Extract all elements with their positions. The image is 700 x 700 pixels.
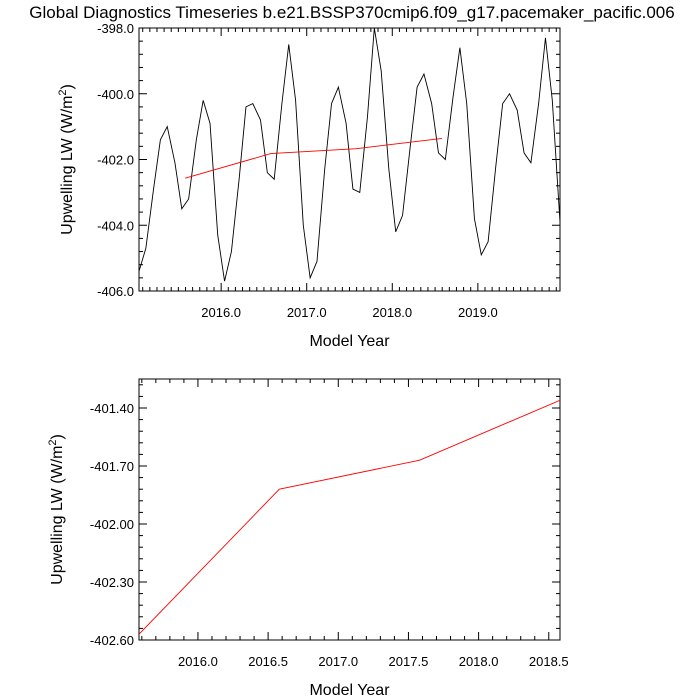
x-tick-label: 2016.5 (248, 654, 288, 669)
y-tick-label: -398.0 (97, 21, 134, 36)
x-axis-label: Model Year (309, 682, 390, 699)
figure-title: Global Diagnostics Timeseries b.e21.BSSP… (29, 3, 674, 22)
x-tick-label: 2016.0 (178, 654, 218, 669)
top-panel: -406.0 -404.0 -402.0 -400.0 -398.0 2016.0 2017… (57, 21, 561, 350)
y-axis-label: Upwelling LW (W/m2) (57, 84, 76, 235)
x-tick-label: 2017.0 (287, 305, 327, 320)
x-tick-label: 2018.5 (529, 654, 569, 669)
x-tick-label: 2017.5 (389, 654, 429, 669)
y-tick-label: -401.70 (90, 459, 134, 474)
x-tick-label: 2018.0 (459, 654, 499, 669)
x-tick-label: 2019.0 (458, 305, 498, 320)
y-tick-label: -401.40 (90, 401, 134, 416)
y-axis-label: Upwelling LW (W/m2) (47, 434, 66, 585)
y-tick-label: -404.0 (97, 218, 134, 233)
plot-frame (138, 378, 561, 641)
x-tick-label: 2016.0 (201, 305, 241, 320)
y-tick-label: -402.60 (90, 633, 134, 648)
bottom-panel: -402.60 -402.30 -402.00 -401.70 -401.40 2016.… (47, 378, 569, 699)
x-axis-label: Model Year (309, 333, 390, 350)
y-tick-label: -402.30 (90, 575, 134, 590)
annual-mean-series-line (139, 399, 560, 635)
x-tick-label: 2017.0 (318, 654, 358, 669)
y-tick-label: -406.0 (97, 284, 134, 299)
monthly-series-line (139, 28, 560, 282)
y-tick-label: -400.0 (97, 87, 134, 102)
y-tick-label: -402.00 (90, 517, 134, 532)
annual-mean-series-line (185, 138, 442, 179)
x-tick-label: 2018.0 (372, 305, 412, 320)
y-tick-label: -402.0 (97, 153, 134, 168)
